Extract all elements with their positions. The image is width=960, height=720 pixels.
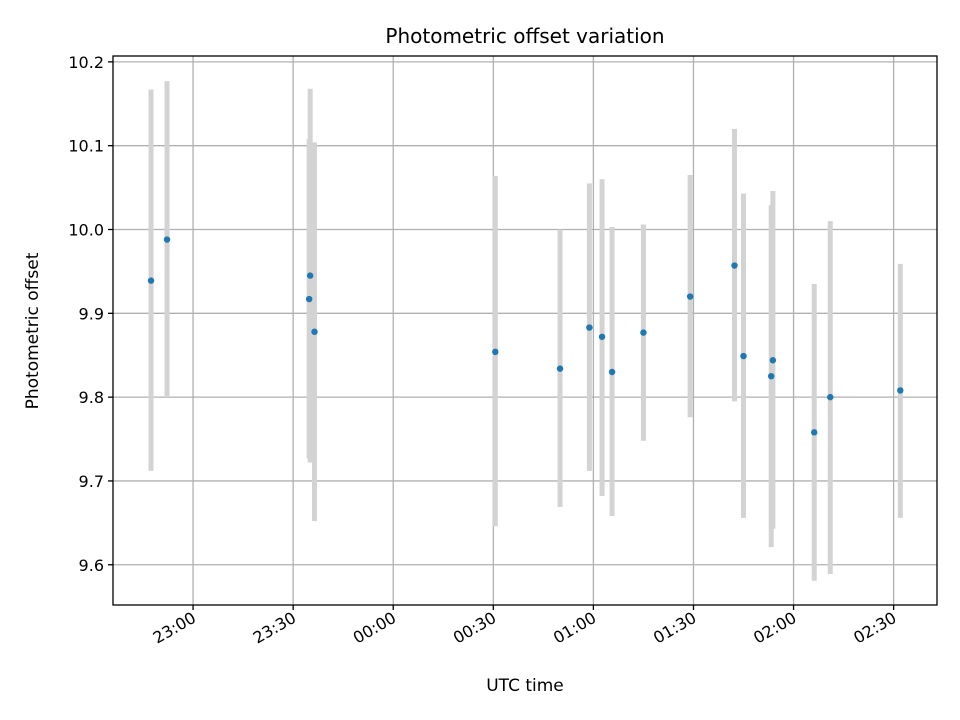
data-point bbox=[608, 368, 616, 376]
data-point bbox=[598, 333, 606, 340]
x-tick-label: 01:30 bbox=[650, 608, 699, 648]
grid-layer bbox=[113, 56, 937, 605]
data-point bbox=[305, 295, 313, 303]
x-tick-label: 23:00 bbox=[150, 608, 199, 648]
data-point bbox=[769, 357, 777, 364]
x-tick-label: 02:30 bbox=[850, 608, 899, 648]
data-point bbox=[811, 429, 818, 436]
data-point bbox=[311, 328, 318, 335]
data-point bbox=[556, 365, 564, 372]
y-tick-label: 10.0 bbox=[68, 221, 104, 240]
data-point bbox=[731, 262, 738, 269]
data-point bbox=[767, 372, 775, 380]
tick-layer: 23:00 23:30 00:00 00:30 01:00 01:30 02:00 02:30… bbox=[68, 53, 899, 648]
x-axis-label: UTC time bbox=[486, 676, 564, 696]
data-point bbox=[163, 236, 171, 243]
x-tick-label: 02:00 bbox=[750, 608, 799, 648]
y-tick-label: 9.9 bbox=[79, 304, 104, 323]
x-tick-label: 01:00 bbox=[550, 608, 599, 648]
y-axis-label: Photometric offset bbox=[23, 252, 43, 409]
data-point bbox=[640, 329, 647, 336]
data-point bbox=[306, 272, 314, 279]
data-point bbox=[492, 348, 499, 356]
data-point bbox=[147, 277, 155, 284]
data-point bbox=[740, 352, 747, 360]
data-point bbox=[827, 393, 834, 401]
x-tick-label: 00:00 bbox=[350, 608, 399, 648]
y-tick-label: 10.1 bbox=[68, 137, 104, 156]
data-point bbox=[586, 324, 593, 331]
chart-title: Photometric offset variation bbox=[385, 24, 664, 48]
y-tick-label: 9.6 bbox=[79, 556, 104, 575]
data-point bbox=[897, 387, 904, 394]
y-tick-label: 10.2 bbox=[68, 53, 104, 72]
x-tick-label: 00:30 bbox=[450, 608, 499, 648]
y-tick-label: 9.8 bbox=[79, 388, 104, 407]
plot-frame bbox=[112, 55, 938, 606]
x-tick-label: 23:30 bbox=[250, 608, 299, 648]
data-point bbox=[686, 293, 694, 300]
marker-layer bbox=[147, 236, 904, 436]
errorbar-layer bbox=[148, 81, 903, 581]
y-tick-label: 9.7 bbox=[79, 472, 104, 491]
